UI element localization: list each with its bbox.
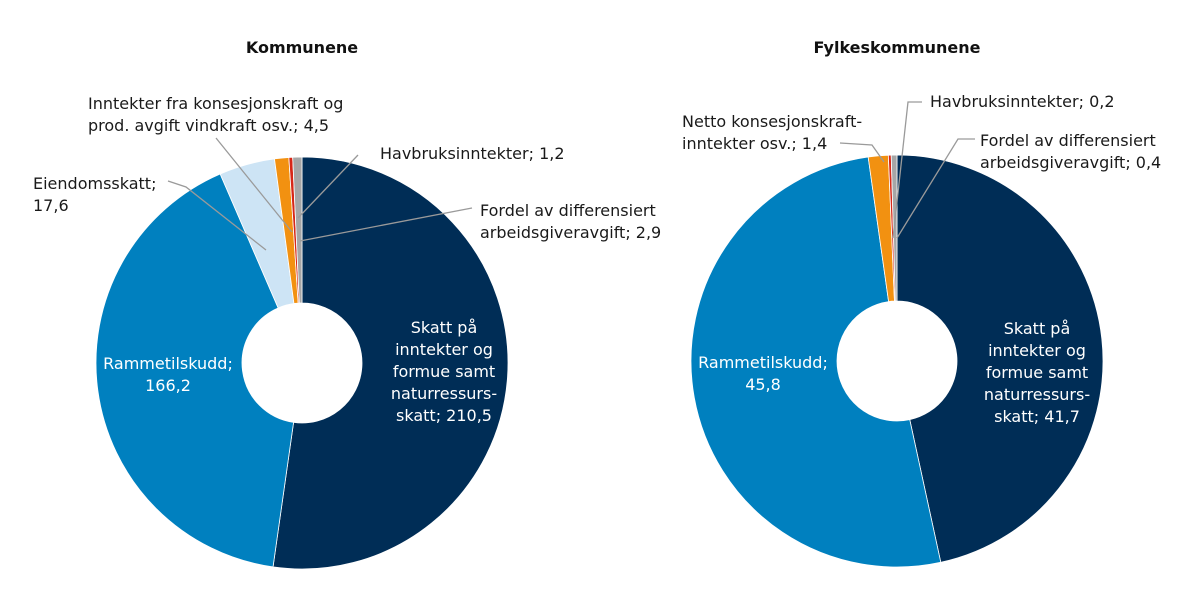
data-label-line: skatt; 210,5 xyxy=(396,406,492,425)
data-label-line: Rammetilskudd; xyxy=(103,354,233,373)
data-label: Fordel av differensiert arbeidsgiveravgif… xyxy=(480,201,661,242)
data-label-line: Fordel av differensiert xyxy=(980,131,1156,150)
data-label-line: formue samt xyxy=(986,363,1088,382)
data-label-line: inntekter og xyxy=(395,340,493,359)
data-label-line: naturressurs- xyxy=(984,385,1090,404)
data-label-line: arbeidsgiveravgift; 2,9 xyxy=(480,223,661,242)
data-label-line: Eiendomsskatt; xyxy=(33,174,156,193)
leader-line xyxy=(167,180,267,251)
data-label: Skatt på inntekter og formue samt naturress… xyxy=(391,318,497,425)
data-label-line: inntekter og xyxy=(988,341,1086,360)
data-label-line: 45,8 xyxy=(745,375,781,394)
donut-slice xyxy=(690,156,942,568)
data-label-line: Havbruksinntekter; 0,2 xyxy=(930,92,1115,111)
data-label-line: arbeidsgiveravgift; 0,4 xyxy=(980,153,1161,172)
donut-chart-fylkeskommunene: Fylkeskommunene Skatt på inntekter og formu… xyxy=(682,38,1161,568)
data-label: Inntekter fra konsesjonskraft og prod. av… xyxy=(88,94,343,135)
data-label-line: Rammetilskudd; xyxy=(698,353,828,372)
donut-slice xyxy=(896,154,1104,563)
leader-line xyxy=(892,101,922,239)
data-label: Rammetilskudd; 45,8 xyxy=(698,353,828,394)
data-label: Netto konsesjonskraft-inntekter osv.; 1,… xyxy=(682,112,862,153)
data-label: Rammetilskudd; 166,2 xyxy=(103,354,233,395)
data-label-line: skatt; 41,7 xyxy=(994,407,1080,426)
data-label-line: prod. avgift vindkraft osv.; 4,5 xyxy=(88,116,329,135)
leader-line xyxy=(297,154,359,219)
data-label-line: Havbruksinntekter; 1,2 xyxy=(380,144,565,163)
data-label: Havbruksinntekter; 0,2 xyxy=(930,92,1115,111)
leader-line xyxy=(896,138,975,239)
data-label: Skatt på inntekter og formue samt naturress… xyxy=(984,319,1090,426)
donut-slice xyxy=(272,156,509,570)
data-label: Fordel av differensiert arbeidsgiveravgif… xyxy=(980,131,1161,172)
data-label-line: Skatt på xyxy=(1004,319,1071,338)
chart-title: Fylkeskommunene xyxy=(814,38,981,57)
leader-line xyxy=(299,207,473,242)
data-label: Eiendomsskatt; 17,6 xyxy=(33,174,156,215)
data-label-line: formue samt xyxy=(393,362,495,381)
chart-title: Kommunene xyxy=(246,38,358,57)
data-label-line: 166,2 xyxy=(145,376,191,395)
leader-line xyxy=(839,142,885,163)
data-label-line: Fordel av differensiert xyxy=(480,201,656,220)
data-label-line: naturressurs- xyxy=(391,384,497,403)
data-label-line: Inntekter fra konsesjonskraft og xyxy=(88,94,343,113)
data-label-line: Skatt på xyxy=(411,318,478,337)
donut-slice xyxy=(95,173,295,568)
data-label: Havbruksinntekter; 1,2 xyxy=(380,144,565,163)
data-label-line: inntekter osv.; 1,4 xyxy=(682,134,827,153)
data-label-line: 17,6 xyxy=(33,196,69,215)
leader-line xyxy=(215,137,293,233)
donut-slice xyxy=(292,156,303,304)
donut-chart-kommunene: Kommunene Skatt på inntekter og formue samt… xyxy=(33,38,661,570)
data-label-line: Netto konsesjonskraft- xyxy=(682,112,862,131)
